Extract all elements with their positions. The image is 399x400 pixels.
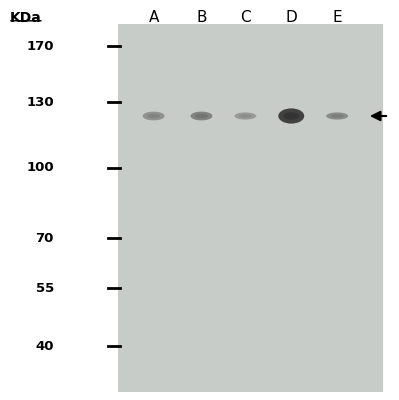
Text: KDa: KDa [10, 11, 42, 25]
Ellipse shape [283, 112, 299, 120]
Text: B: B [196, 10, 207, 26]
Text: 170: 170 [26, 40, 54, 52]
Text: D: D [285, 10, 297, 26]
Ellipse shape [234, 112, 256, 120]
Text: 70: 70 [36, 232, 54, 244]
Text: A: A [148, 10, 159, 26]
Ellipse shape [330, 114, 344, 118]
Ellipse shape [147, 114, 160, 118]
Ellipse shape [239, 114, 252, 118]
Ellipse shape [195, 114, 208, 118]
Text: 55: 55 [36, 282, 54, 294]
Text: C: C [240, 10, 251, 26]
Bar [118, 24, 383, 392]
Text: E: E [332, 10, 342, 26]
Text: 40: 40 [36, 340, 54, 352]
Ellipse shape [191, 112, 212, 120]
Text: 130: 130 [26, 96, 54, 108]
Ellipse shape [326, 112, 348, 120]
Ellipse shape [279, 108, 304, 124]
Text: 100: 100 [26, 162, 54, 174]
Ellipse shape [143, 112, 164, 120]
